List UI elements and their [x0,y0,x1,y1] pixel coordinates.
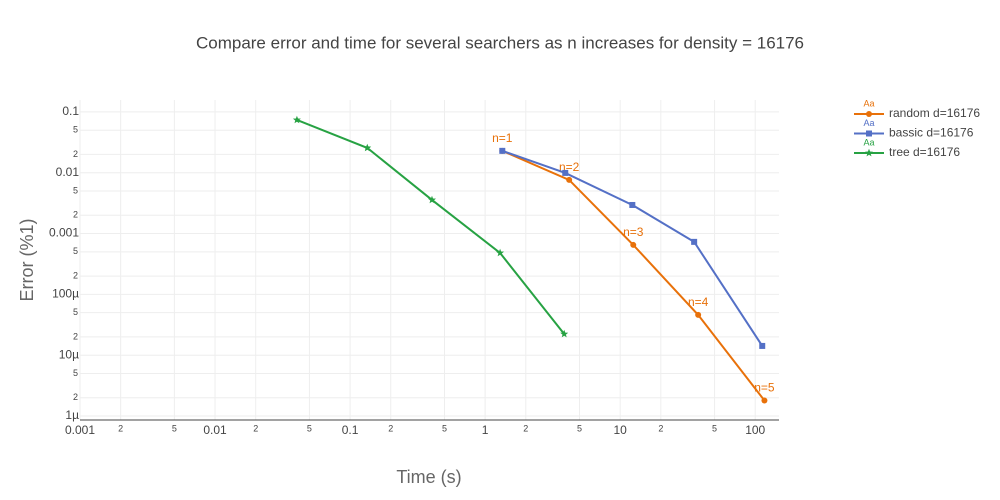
y-tick-label: 0.001 [49,226,79,240]
point-label: n=3 [623,225,644,239]
x-tick-label: 2 [658,423,663,433]
x-tick-label: 2 [523,423,528,433]
x-tick-label: 100 [745,423,765,437]
legend-label: tree d=16176 [889,145,960,159]
y-tick-label: 2 [73,392,78,402]
y-tick-label: 2 [73,149,78,159]
x-tick-label: 1 [482,423,489,437]
x-tick-label: 10 [613,423,627,437]
marker [496,248,505,257]
y-tick-label: 0.1 [62,104,79,118]
y-axis-title: Error (%1) [17,218,37,301]
y-tick-label: 5 [73,125,78,135]
x-tick-label: 2 [118,423,123,433]
x-tick-label: 5 [172,423,177,433]
x-tick-label: 5 [442,423,447,433]
y-tick-label: 5 [73,246,78,256]
x-tick-label: 0.1 [342,423,359,437]
marker [695,311,702,318]
y-tick-label: 5 [73,185,78,195]
x-tick-label: 2 [388,423,393,433]
series-line [501,149,764,347]
y-tick-label: 100µ [52,287,79,301]
marker [866,130,872,137]
marker [865,148,873,157]
chart-title: Compare error and time for several searc… [196,33,804,52]
marker [428,195,436,204]
y-tick-label: 10µ [59,347,79,361]
y-tick-label: 0.01 [56,165,80,179]
y-tick-label: 5 [73,368,78,378]
x-tick-label: 0.01 [203,423,227,437]
marker [560,329,569,338]
x-tick-label: 2 [253,423,258,433]
marker [630,241,637,248]
y-tick-label: 2 [73,270,78,280]
marker [759,342,766,349]
point-label: n=1 [492,131,513,145]
legend-symbol-text: Aa [863,118,874,128]
marker [866,111,872,117]
x-axis-title: Time (s) [396,467,461,487]
x-tick-label: 5 [712,423,717,433]
y-tick-label: 2 [73,331,78,341]
point-label: n=4 [688,295,709,309]
legend-label: bassic d=16176 [889,126,974,140]
series-line [296,119,565,335]
legend-symbol-text: Aa [863,137,874,147]
marker [562,169,569,176]
x-tick-label: 0.001 [65,423,95,437]
marker [629,201,636,208]
point-label: n=5 [754,381,775,395]
y-tick-label: 2 [73,210,78,220]
x-tick-label: 5 [307,423,312,433]
marker [363,143,372,152]
marker [292,115,301,124]
marker [761,397,768,404]
legend-label: random d=16176 [889,106,980,120]
y-tick-label: 1µ [65,408,79,422]
legend-symbol-text: Aa [863,98,874,108]
x-tick-label: 5 [577,423,582,433]
marker [499,147,506,154]
marker [566,176,573,183]
y-tick-label: 5 [73,307,78,317]
marker [691,238,698,245]
